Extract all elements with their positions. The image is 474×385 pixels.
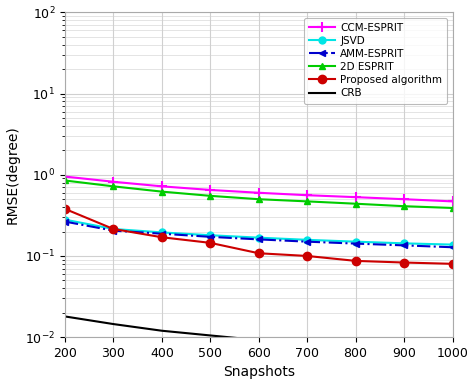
CRB <box>256 338 262 342</box>
Line: AMM-ESPRIT: AMM-ESPRIT <box>62 218 456 251</box>
Proposed algorithm <box>62 207 68 211</box>
CCM-ESPRIT <box>304 193 310 198</box>
CRB <box>159 328 164 333</box>
CCM-ESPRIT <box>401 197 407 201</box>
JSVD <box>208 233 213 238</box>
Proposed algorithm <box>110 227 116 231</box>
Line: JSVD: JSVD <box>62 216 456 248</box>
JSVD <box>62 218 68 222</box>
Legend: CCM-ESPRIT, JSVD, AMM-ESPRIT, 2D ESPRIT, Proposed algorithm, CRB: CCM-ESPRIT, JSVD, AMM-ESPRIT, 2D ESPRIT,… <box>304 18 447 104</box>
AMM-ESPRIT <box>110 228 116 233</box>
2D ESPRIT <box>401 204 407 209</box>
CRB <box>62 314 68 319</box>
CRB <box>110 322 116 326</box>
CCM-ESPRIT <box>62 174 68 179</box>
2D ESPRIT <box>159 189 164 194</box>
JSVD <box>450 242 456 247</box>
Line: Proposed algorithm: Proposed algorithm <box>61 205 456 268</box>
AMM-ESPRIT <box>256 237 262 242</box>
2D ESPRIT <box>62 178 68 183</box>
2D ESPRIT <box>304 199 310 204</box>
2D ESPRIT <box>110 184 116 189</box>
AMM-ESPRIT <box>304 239 310 244</box>
Y-axis label: RMSE(degree): RMSE(degree) <box>6 126 19 224</box>
2D ESPRIT <box>256 197 262 201</box>
AMM-ESPRIT <box>159 231 164 236</box>
CRB <box>401 348 407 353</box>
Proposed algorithm <box>304 254 310 258</box>
CCM-ESPRIT <box>450 199 456 204</box>
Proposed algorithm <box>353 259 358 263</box>
Proposed algorithm <box>208 241 213 245</box>
AMM-ESPRIT <box>450 245 456 249</box>
Proposed algorithm <box>159 235 164 239</box>
Proposed algorithm <box>401 260 407 265</box>
AMM-ESPRIT <box>208 234 213 239</box>
AMM-ESPRIT <box>401 243 407 248</box>
CCM-ESPRIT <box>353 195 358 199</box>
Line: 2D ESPRIT: 2D ESPRIT <box>62 177 456 211</box>
JSVD <box>353 239 358 244</box>
Proposed algorithm <box>450 261 456 266</box>
2D ESPRIT <box>450 206 456 210</box>
CCM-ESPRIT <box>256 191 262 195</box>
2D ESPRIT <box>353 201 358 206</box>
X-axis label: Snapshots: Snapshots <box>223 365 295 380</box>
CCM-ESPRIT <box>208 187 213 192</box>
JSVD <box>256 235 262 240</box>
AMM-ESPRIT <box>62 219 68 224</box>
CRB <box>208 333 213 338</box>
JSVD <box>401 241 407 246</box>
CRB <box>353 345 358 350</box>
CCM-ESPRIT <box>159 184 164 189</box>
Line: CRB: CRB <box>65 316 453 353</box>
Line: CCM-ESPRIT: CCM-ESPRIT <box>60 172 457 206</box>
JSVD <box>159 230 164 235</box>
CRB <box>304 341 310 346</box>
JSVD <box>110 227 116 231</box>
Proposed algorithm <box>256 251 262 256</box>
2D ESPRIT <box>208 194 213 198</box>
JSVD <box>304 238 310 242</box>
CCM-ESPRIT <box>110 179 116 184</box>
AMM-ESPRIT <box>353 241 358 246</box>
CRB <box>450 351 456 356</box>
